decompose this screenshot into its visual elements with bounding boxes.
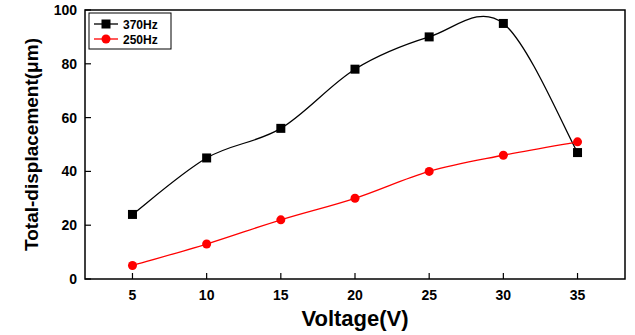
- series-marker: [128, 210, 137, 219]
- x-tick: [132, 273, 133, 279]
- x-tick: [503, 273, 504, 279]
- series-marker: [276, 124, 285, 133]
- y-tick: [85, 117, 91, 118]
- x-tick-label: 15: [273, 287, 289, 303]
- legend-box: [89, 13, 171, 49]
- series-marker: [499, 151, 508, 160]
- series-marker: [573, 148, 582, 157]
- legend-marker: [102, 35, 111, 44]
- y-tick-label: 0: [69, 271, 77, 287]
- x-tick: [429, 273, 430, 279]
- x-tick-label: 25: [421, 287, 437, 303]
- series-marker: [425, 167, 434, 176]
- series-marker: [202, 153, 211, 162]
- chart: 0 20 40 60 80 100 5 10 15 20 25 30 35 Voltage(V) Total…: [0, 0, 635, 335]
- x-tick-label: 10: [199, 287, 215, 303]
- legend-label: 250Hz: [123, 33, 158, 47]
- plot-area: [128, 16, 582, 270]
- y-tick-label: 80: [61, 56, 77, 72]
- series-marker: [499, 19, 508, 28]
- x-tick-label: 20: [347, 287, 363, 303]
- series-marker: [276, 215, 285, 224]
- legend: 370Hz250Hz: [89, 13, 171, 49]
- y-tick-label: 100: [54, 2, 78, 18]
- y-tick-label: 60: [61, 110, 77, 126]
- y-tick: [85, 225, 91, 226]
- series-marker: [202, 240, 211, 249]
- legend-marker: [102, 20, 111, 29]
- y-tick: [85, 9, 91, 10]
- series-line: [132, 16, 577, 214]
- series-marker: [128, 261, 137, 270]
- y-tick: [85, 171, 91, 172]
- x-tick: [354, 273, 355, 279]
- series-marker: [573, 137, 582, 146]
- series-marker: [351, 194, 360, 203]
- plot-frame: [85, 10, 625, 279]
- x-tick-label: 35: [570, 287, 586, 303]
- x-axis-label: Voltage(V): [301, 306, 408, 331]
- x-tick-label: 5: [129, 287, 137, 303]
- x-tick: [206, 273, 207, 279]
- y-tick: [85, 63, 91, 64]
- series-marker: [351, 65, 360, 74]
- y-tick: [85, 278, 91, 279]
- y-tick-label: 40: [61, 163, 77, 179]
- series-line: [132, 142, 577, 266]
- x-tick-label: 30: [496, 287, 512, 303]
- x-tick: [577, 273, 578, 279]
- series-marker: [425, 32, 434, 41]
- y-axis-label: Total-displacement(μm): [21, 38, 42, 251]
- x-tick: [280, 273, 281, 279]
- y-tick-label: 20: [61, 217, 77, 233]
- legend-label: 370Hz: [123, 18, 158, 32]
